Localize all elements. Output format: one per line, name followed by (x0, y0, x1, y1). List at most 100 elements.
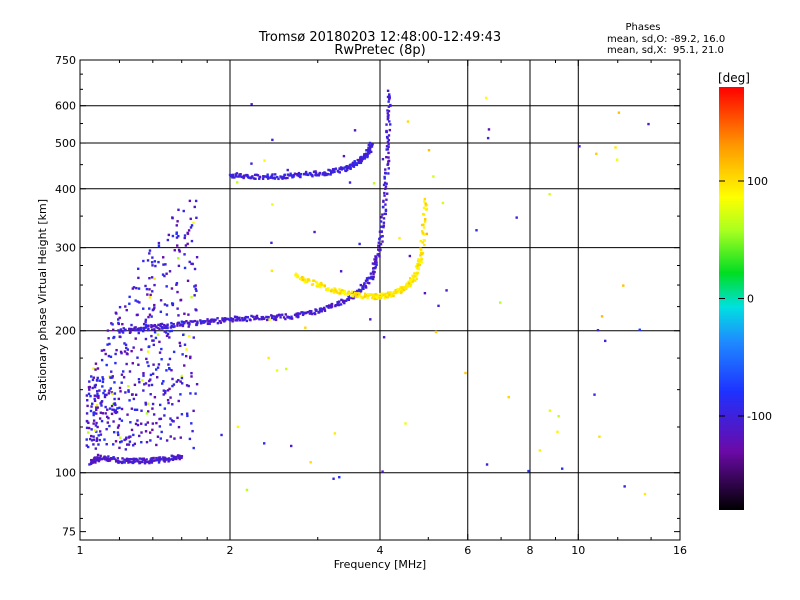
data-point (159, 437, 162, 440)
data-point (113, 381, 116, 384)
data-point (177, 321, 181, 325)
data-point (158, 425, 162, 428)
data-point (132, 286, 136, 289)
data-point (235, 172, 239, 175)
data-point (170, 458, 173, 461)
data-point (330, 302, 334, 306)
data-point (115, 348, 118, 352)
data-point (419, 254, 422, 257)
data-point (388, 95, 391, 98)
data-point (286, 176, 289, 180)
data-point (380, 216, 383, 219)
data-point (194, 392, 197, 395)
data-point (151, 422, 155, 425)
data-point (96, 406, 99, 409)
data-point (96, 376, 99, 380)
data-point (420, 223, 424, 227)
data-point (164, 389, 167, 393)
data-point (345, 165, 348, 169)
data-point (149, 293, 152, 297)
data-point (219, 321, 222, 324)
data-point (295, 315, 298, 318)
data-point (126, 413, 129, 416)
data-point (176, 416, 179, 420)
data-point (121, 322, 124, 326)
data-point (538, 449, 542, 452)
data-point (401, 286, 404, 289)
data-point (384, 172, 387, 175)
data-point (387, 134, 391, 137)
data-point (190, 296, 193, 299)
data-point (144, 382, 148, 385)
data-point (187, 322, 191, 325)
data-point (145, 458, 148, 461)
data-point (130, 458, 134, 461)
data-point (386, 136, 389, 140)
data-point (105, 443, 108, 446)
data-point (93, 397, 96, 401)
data-point (301, 311, 304, 314)
data-point (190, 239, 194, 243)
data-point (208, 322, 211, 326)
data-point (96, 392, 99, 396)
data-point (254, 317, 258, 320)
data-point (161, 327, 164, 330)
data-point (335, 290, 338, 293)
data-point (148, 296, 152, 299)
data-point (96, 395, 99, 398)
data-point (255, 173, 258, 177)
data-point (98, 417, 102, 420)
data-point (343, 291, 346, 294)
data-point (119, 436, 122, 439)
data-point (341, 291, 344, 295)
data-point (347, 298, 351, 301)
data-point (404, 287, 407, 291)
data-point (338, 288, 341, 291)
data-point (236, 425, 240, 428)
data-point (373, 258, 376, 261)
data-point (123, 350, 127, 353)
data-point (319, 283, 322, 286)
data-point (382, 199, 385, 203)
data-point (262, 175, 266, 178)
data-point (122, 460, 125, 463)
data-point (486, 136, 490, 140)
data-point (106, 329, 110, 332)
data-point (147, 364, 150, 368)
data-point (293, 172, 297, 175)
data-point (258, 318, 261, 321)
data-point (414, 265, 418, 268)
data-point (250, 162, 253, 165)
data-point (146, 410, 150, 413)
data-point (359, 156, 362, 159)
data-point (119, 440, 122, 444)
data-point (154, 264, 157, 268)
data-point (145, 357, 148, 361)
data-point (614, 146, 617, 149)
data-point (270, 175, 273, 179)
data-point (392, 290, 396, 294)
data-point (242, 174, 246, 178)
data-point (276, 314, 279, 318)
data-point (556, 430, 559, 434)
data-point (142, 457, 146, 460)
data-point (146, 421, 150, 424)
data-point (160, 430, 163, 434)
data-point (114, 403, 117, 407)
data-point (189, 355, 192, 359)
data-point (373, 297, 376, 301)
data-point (377, 252, 380, 256)
data-point (385, 198, 388, 201)
data-point (193, 267, 197, 271)
data-point (172, 322, 175, 326)
data-point (296, 173, 299, 177)
data-point (296, 275, 299, 279)
data-point (125, 346, 128, 350)
data-point (464, 371, 467, 375)
data-point (105, 459, 108, 462)
data-point (290, 315, 293, 318)
data-point (339, 292, 342, 295)
data-point (149, 460, 152, 464)
data-point (148, 345, 151, 348)
data-point (171, 420, 175, 423)
